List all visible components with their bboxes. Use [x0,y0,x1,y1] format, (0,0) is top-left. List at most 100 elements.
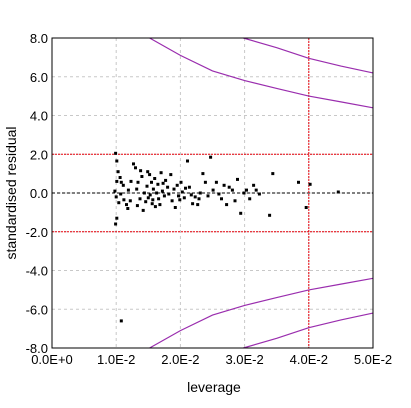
data-point [125,203,128,207]
data-point [135,187,139,191]
data-point [297,180,300,184]
data-point [268,213,272,217]
data-point [116,170,120,174]
data-point [146,196,150,200]
y-tick-label: 4.0 [30,109,48,124]
data-point [113,189,117,193]
data-point [119,192,123,196]
data-point [184,186,187,190]
data-point [248,197,252,201]
data-point [222,183,226,187]
data-point [336,190,340,194]
data-point [160,189,164,193]
x-axis-title: leverage [187,379,241,395]
data-point [209,155,213,159]
data-point [177,194,180,198]
data-point [196,203,200,207]
x-tick-label: 5.0E-2 [354,352,392,367]
data-point [227,185,231,189]
data-point [153,205,157,209]
data-point [156,182,160,186]
data-point [164,178,168,182]
data-point [145,184,149,188]
data-point [233,199,237,203]
data-point [167,192,171,196]
cooks-distance-curve [243,312,374,349]
data-point [217,192,221,196]
data-point [161,181,165,185]
y-tick-label: 8.0 [30,31,48,46]
data-point [114,195,118,199]
data-point [150,180,153,184]
data-point [170,199,174,203]
y-tick-labels: 8.0 6.0 4.0 2.0 0.0 -2.0 -4.0 -6.0 -8.0 [26,31,48,356]
data-point [252,183,256,187]
data-point [150,202,154,206]
data-point [157,197,161,201]
data-point [151,187,155,191]
data-point [242,191,246,195]
data-point [134,166,137,170]
data-point [139,169,143,173]
y-axis-title: standardised residual [3,126,19,259]
x-tick-label: 1.0E-2 [97,352,135,367]
plot-frame [51,37,374,349]
data-point [187,185,191,189]
data-point [180,190,184,194]
y-tick-label: -4.0 [26,264,48,279]
data-point [141,208,145,212]
data-point [230,188,234,192]
data-point [220,197,223,201]
data-point [166,185,170,189]
y-tick-label: -2.0 [26,225,48,240]
data-point [114,151,118,155]
data-point [115,216,119,220]
data-point [191,202,195,206]
data-points-layer [113,151,340,323]
data-point [257,192,261,196]
cooks-distance-curve [149,37,374,109]
data-point [115,159,119,163]
x-tick-label: 4.0E-2 [290,352,328,367]
data-point [172,187,176,191]
data-point [214,180,218,184]
data-point [211,188,215,192]
data-point [140,175,144,178]
data-point [236,177,239,181]
data-point [203,180,207,184]
data-point [162,194,166,198]
data-point [138,197,142,201]
cooks-distance-curves-layer [149,37,374,349]
data-point [308,182,312,186]
data-point [189,193,193,197]
y-tick-label: 2.0 [30,147,48,162]
x-tick-label: 2.0E-2 [161,352,199,367]
data-point [206,194,210,198]
cooks-distance-curve [149,277,374,349]
data-point [304,206,308,209]
data-point [178,198,182,202]
data-point [179,180,183,184]
data-point [114,222,118,226]
data-point [193,195,197,199]
data-point [132,162,135,166]
data-point [135,204,139,208]
data-point [118,176,122,179]
data-point [119,180,123,184]
data-point [169,173,173,177]
data-point [144,200,148,204]
x-tick-labels: 0.0E+0 1.0E-2 2.0E-2 3.0E-2 4.0E-2 5.0E-2 [31,352,392,367]
data-point [201,172,205,176]
data-point [186,159,189,163]
data-point [225,203,229,207]
data-point [128,199,132,203]
x-tick-label: 0.0E+0 [31,352,73,367]
data-point [126,207,130,210]
data-point [115,179,119,183]
data-point [119,319,123,323]
data-point [182,196,186,200]
data-point [129,179,133,183]
data-point [158,203,162,207]
